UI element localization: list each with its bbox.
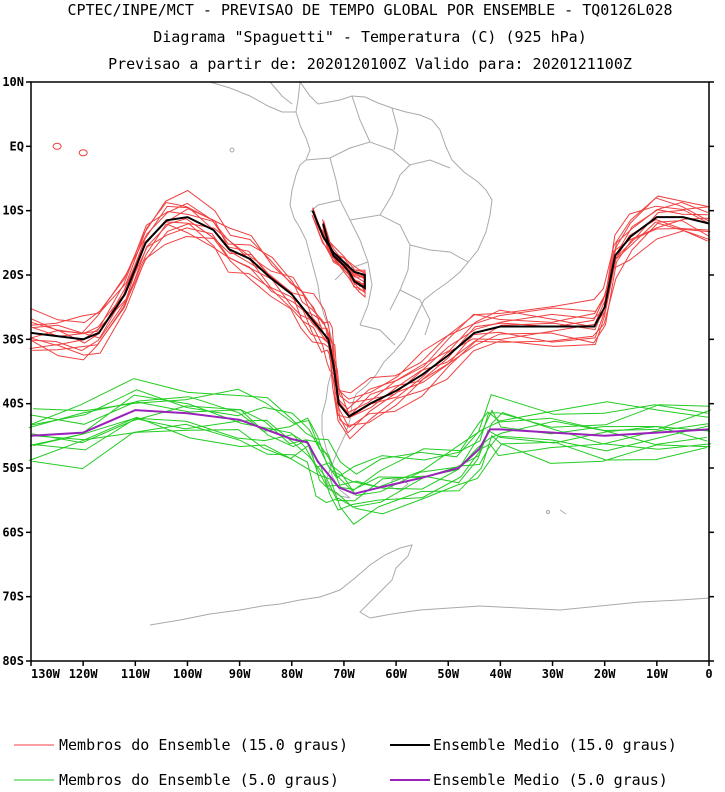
mean-15-line bbox=[30, 216, 710, 418]
lon-tick-label: 30W bbox=[542, 667, 564, 681]
member-15-line bbox=[31, 222, 708, 428]
member-5-line bbox=[31, 389, 711, 492]
lon-tick-label: 80W bbox=[281, 667, 303, 681]
lat-tick-label: 30S bbox=[2, 332, 24, 346]
member-5-line bbox=[30, 429, 712, 511]
lat-tick-label: 60S bbox=[2, 525, 24, 539]
mean-5-line bbox=[30, 409, 710, 495]
lat-tick-label: 10S bbox=[2, 204, 24, 218]
means-group bbox=[30, 210, 710, 495]
lat-tick-label: 70S bbox=[2, 590, 24, 604]
member-15-andes-line bbox=[312, 208, 365, 293]
lon-tick-label: 10W bbox=[646, 667, 668, 681]
legend-label-members-15: Membros do Ensemble (15.0 graus) bbox=[59, 736, 348, 754]
lat-tick-label: 80S bbox=[2, 654, 24, 668]
member-5-line bbox=[28, 401, 711, 490]
lon-tick-label: 20W bbox=[594, 667, 616, 681]
legend-label-mean-5: Ensemble Medio (5.0 graus) bbox=[433, 771, 668, 789]
member-15-island-loop bbox=[78, 149, 88, 157]
antarctica-coast bbox=[149, 544, 711, 626]
south-america-coast bbox=[289, 80, 493, 499]
falklands bbox=[391, 477, 409, 491]
lon-tick-label: 70W bbox=[333, 667, 355, 681]
central-america-coast bbox=[209, 81, 296, 113]
member-5-line bbox=[33, 388, 709, 479]
member-15-line bbox=[30, 189, 710, 394]
mean-15-andes-line bbox=[311, 210, 366, 290]
member-5-line bbox=[28, 416, 711, 525]
member-15-island-loop bbox=[52, 142, 62, 150]
member-5-line bbox=[32, 423, 707, 515]
members-5-group bbox=[28, 378, 712, 525]
lon-tick-label: 40W bbox=[490, 667, 512, 681]
galapagos-island bbox=[229, 147, 235, 153]
lat-tick-label: 10N bbox=[2, 75, 24, 89]
header-title-line1: CPTEC/INPE/MCT - PREVISAO DE TEMPO GLOBA… bbox=[67, 1, 672, 19]
member-15-line bbox=[29, 218, 711, 419]
member-15-andes-line bbox=[312, 216, 366, 298]
member-15-line bbox=[30, 201, 711, 400]
lat-tick-label: 40S bbox=[2, 397, 24, 411]
lon-tick-label: 0 bbox=[705, 667, 712, 681]
map-frame: 10N EQ 10S 20S 30S 40S 50S 60S 70S 80S 130W 120W 110… bbox=[2, 75, 714, 681]
south-georgia bbox=[559, 509, 567, 515]
lon-tick-label: 130W bbox=[31, 667, 61, 681]
member-5-line bbox=[30, 378, 708, 475]
member-5-line bbox=[32, 417, 710, 508]
header-title-line3: Previsao a partir de: 2020120100Z Valido… bbox=[108, 55, 632, 73]
plot-frame bbox=[30, 81, 710, 662]
lon-tick-label: 60W bbox=[385, 667, 407, 681]
lon-tick-label: 120W bbox=[69, 667, 99, 681]
legend: Membros do Ensemble (15.0 graus) Ensembl… bbox=[14, 736, 677, 789]
lon-tick-label: 50W bbox=[437, 667, 459, 681]
member-5-line bbox=[29, 394, 709, 496]
trindade-island bbox=[546, 510, 550, 514]
lat-tick-label: EQ bbox=[10, 139, 24, 153]
legend-label-members-5: Membros do Ensemble (5.0 graus) bbox=[59, 771, 339, 789]
member-5-line bbox=[33, 417, 708, 502]
member-15-line bbox=[29, 230, 711, 440]
lon-tick-label: 100W bbox=[173, 667, 203, 681]
lat-tick-label: 50S bbox=[2, 461, 24, 475]
land-outlines bbox=[149, 80, 711, 626]
lat-tick-label: 20S bbox=[2, 268, 24, 282]
header-title-line2: Diagrama "Spaguetti" - Temperatura (C) (… bbox=[153, 28, 586, 46]
member-15-line bbox=[29, 217, 711, 418]
lon-tick-label: 110W bbox=[121, 667, 151, 681]
lon-tick-label: 90W bbox=[229, 667, 251, 681]
legend-label-mean-15: Ensemble Medio (15.0 graus) bbox=[433, 736, 677, 754]
borders bbox=[305, 95, 469, 346]
